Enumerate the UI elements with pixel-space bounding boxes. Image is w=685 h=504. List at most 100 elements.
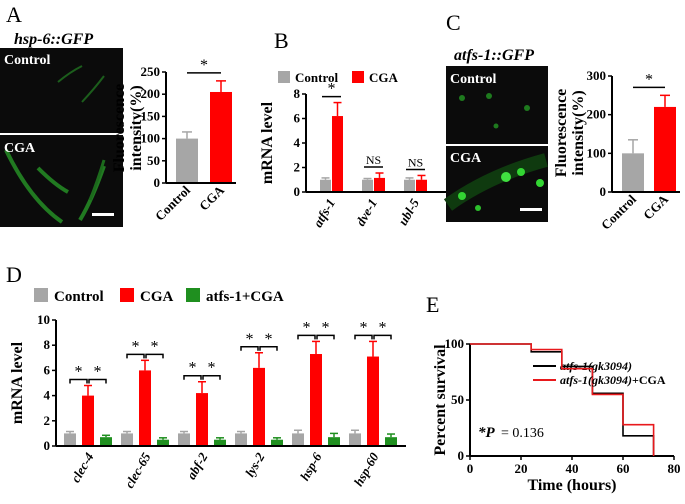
- y-axis-label: mRNA level: [259, 101, 276, 184]
- significance-label: *: [208, 360, 216, 377]
- bar: [320, 179, 331, 192]
- significance-label: *: [360, 319, 368, 336]
- legend-swatch: [352, 71, 364, 83]
- gfp-spot: [493, 123, 499, 129]
- y-tick-label: 50: [147, 153, 160, 168]
- x-tick-label: dve-1: [353, 196, 380, 229]
- gfp-spot: [459, 95, 465, 101]
- bar: [271, 439, 283, 446]
- bar: [82, 395, 94, 446]
- micrograph-label-cga: CGA: [4, 141, 36, 156]
- y-tick-label: 200: [587, 107, 607, 122]
- significance-bracket: [145, 353, 164, 359]
- significance-label: *: [265, 331, 273, 348]
- gfp-spot: [486, 93, 492, 99]
- y-axis-label: Fluorescenceintensity(%): [111, 84, 145, 173]
- significance-label: *: [246, 331, 254, 348]
- bar: [196, 393, 208, 446]
- significance-label: *: [132, 338, 140, 355]
- scale-bar-icon: [520, 208, 542, 211]
- bar: [404, 179, 415, 192]
- y-tick-label: 4: [294, 135, 301, 150]
- gfp-spot: [517, 168, 525, 176]
- micrograph-cga: [0, 135, 123, 227]
- worm-shape: [81, 75, 105, 103]
- significance-bracket: [259, 346, 278, 351]
- panel-c-micrograph: Control CGA: [443, 66, 548, 222]
- bar: [100, 437, 112, 446]
- significance-label: *: [379, 319, 387, 336]
- y-tick-label: 100: [587, 145, 607, 160]
- scale-bar-icon: [92, 213, 114, 216]
- x-tick-label: 40: [566, 461, 579, 476]
- significance-label: NS: [366, 153, 381, 167]
- worm-shape: [4, 149, 64, 224]
- significance-label: *: [94, 364, 102, 381]
- x-tick-label: hsp-60: [351, 450, 382, 489]
- gfp-spot: [475, 205, 481, 211]
- bar: [332, 116, 343, 192]
- legend-swatch: [186, 288, 200, 302]
- significance-label: *: [75, 364, 83, 381]
- x-tick-label: CGA: [640, 191, 671, 222]
- chart-e: 0 50 100 0 20 40 60 80 atfs-1(gk3094)atfs-1(gk30…: [432, 336, 681, 494]
- bar: [292, 433, 304, 446]
- y-tick-label: 0: [154, 175, 161, 190]
- bar: [210, 91, 232, 183]
- panel-a-letter: A: [6, 2, 22, 27]
- x-tick-label: 80: [668, 461, 681, 476]
- significance-bracket: [183, 374, 202, 380]
- significance-label: *: [151, 338, 159, 355]
- micrograph-label-cga: CGA: [450, 151, 482, 166]
- bar: [622, 153, 644, 192]
- legend-label: atfs-1(gk3094)+CGA: [560, 373, 666, 387]
- significance-label: *: [200, 57, 208, 74]
- bar: [362, 179, 373, 192]
- y-axis-label: Percent survival: [432, 344, 449, 456]
- worm-shape: [443, 153, 548, 211]
- legend-swatch: [34, 288, 48, 302]
- legend-label: atfs-1+CGA: [206, 289, 284, 305]
- micrograph-label-control: Control: [4, 53, 51, 68]
- y-tick-label: 50: [451, 392, 464, 407]
- y-tick-label: 250: [141, 64, 161, 79]
- y-tick-label: 150: [141, 108, 161, 123]
- panel-a-micrograph: Control CGA: [0, 48, 123, 227]
- x-tick-label: clec-4: [68, 450, 97, 485]
- bar: [176, 138, 198, 183]
- panel-d-letter: D: [6, 262, 22, 287]
- panel-c-letter: C: [446, 10, 461, 35]
- x-tick-label: hsp-6: [297, 450, 325, 484]
- significance-bracket: [88, 378, 107, 384]
- bar: [121, 433, 133, 446]
- significance-label: *: [189, 360, 197, 377]
- y-tick-label: 100: [141, 131, 161, 146]
- bar: [253, 367, 265, 446]
- y-tick-label: 0: [458, 448, 465, 463]
- y-tick-label: 2: [44, 413, 51, 428]
- legend-swatch: [278, 71, 290, 83]
- y-tick-label: 8: [294, 86, 301, 101]
- bar: [385, 437, 397, 446]
- gfp-spot: [501, 172, 511, 182]
- y-tick-label: 100: [445, 336, 465, 351]
- p-value-label: *P: [478, 425, 496, 441]
- significance-label: *: [328, 81, 336, 98]
- x-axis-label: Time (hours): [527, 477, 616, 494]
- gfp-spot: [536, 179, 544, 187]
- legend-label: CGA: [369, 70, 399, 85]
- x-tick-label: CGA: [196, 182, 227, 213]
- bar: [416, 179, 427, 192]
- bar: [178, 433, 190, 446]
- gfp-spot: [458, 192, 466, 200]
- significance-bracket: [316, 334, 335, 340]
- x-tick-label: 20: [515, 461, 528, 476]
- x-tick-label: 60: [617, 461, 630, 476]
- y-tick-label: 0: [600, 184, 607, 199]
- bar: [235, 433, 247, 446]
- y-tick-label: 0: [294, 184, 301, 199]
- x-tick-label: clec-65: [121, 450, 153, 491]
- significance-bracket: [354, 334, 373, 340]
